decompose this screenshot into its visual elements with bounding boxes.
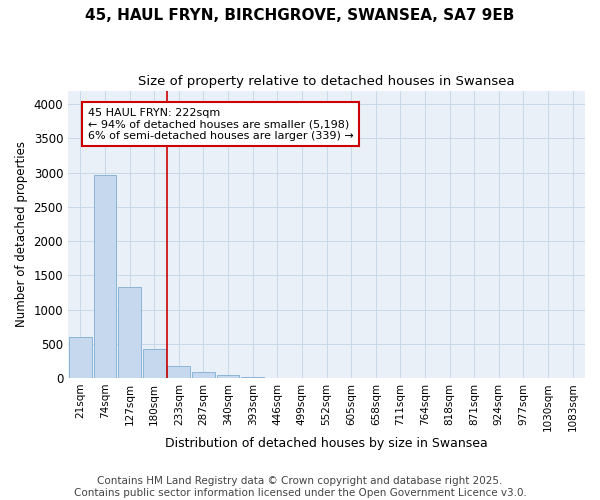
Bar [192,372,215,378]
Bar [143,348,166,378]
Bar [241,376,264,378]
Text: Contains HM Land Registry data © Crown copyright and database right 2025.
Contai: Contains HM Land Registry data © Crown c… [74,476,526,498]
Bar [217,375,239,378]
Bar [118,287,141,378]
Bar [94,174,116,378]
Y-axis label: Number of detached properties: Number of detached properties [15,142,28,328]
Bar [167,366,190,378]
Title: Size of property relative to detached houses in Swansea: Size of property relative to detached ho… [138,75,515,88]
Text: 45, HAUL FRYN, BIRCHGROVE, SWANSEA, SA7 9EB: 45, HAUL FRYN, BIRCHGROVE, SWANSEA, SA7 … [85,8,515,22]
X-axis label: Distribution of detached houses by size in Swansea: Distribution of detached houses by size … [165,437,488,450]
Text: 45 HAUL FRYN: 222sqm
← 94% of detached houses are smaller (5,198)
6% of semi-det: 45 HAUL FRYN: 222sqm ← 94% of detached h… [88,108,353,141]
Bar [69,337,92,378]
